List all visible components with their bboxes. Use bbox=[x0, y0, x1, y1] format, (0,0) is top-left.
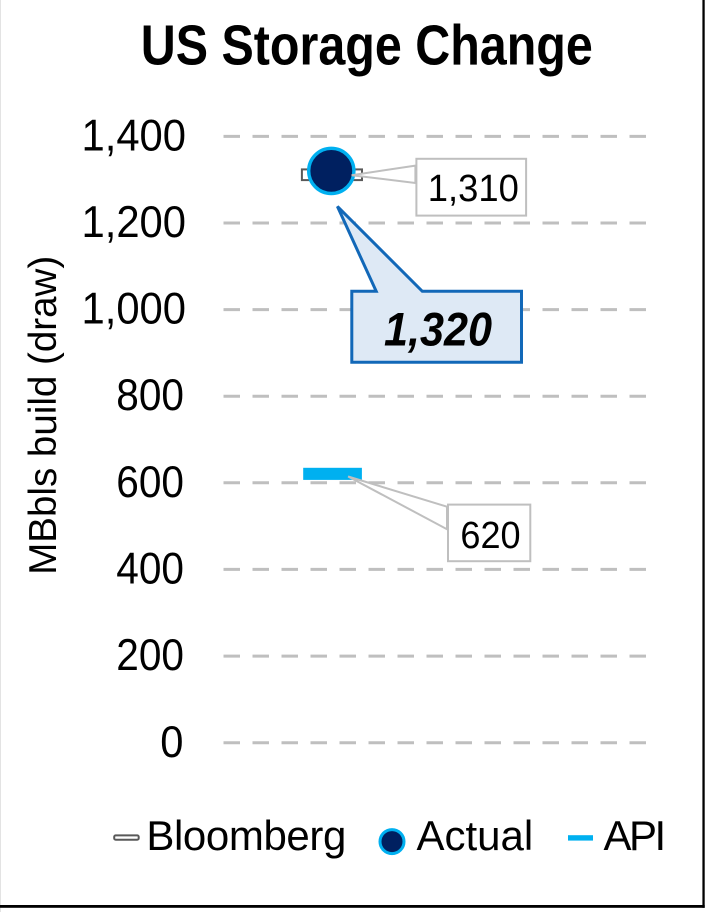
svg-text:1,320: 1,320 bbox=[384, 303, 492, 356]
svg-text:1,000: 1,000 bbox=[82, 285, 187, 334]
svg-text:1,200: 1,200 bbox=[82, 198, 187, 247]
svg-text:API: API bbox=[604, 812, 664, 859]
svg-text:Actual: Actual bbox=[417, 812, 534, 859]
svg-text:1,310: 1,310 bbox=[428, 167, 519, 209]
svg-text:MBbls build (draw): MBbls build (draw) bbox=[22, 256, 65, 575]
svg-text:US Storage Change: US Storage Change bbox=[141, 14, 593, 78]
svg-text:0: 0 bbox=[160, 718, 183, 767]
svg-text:Bloomberg: Bloomberg bbox=[146, 812, 346, 859]
svg-text:1,400: 1,400 bbox=[82, 111, 187, 160]
svg-text:800: 800 bbox=[116, 371, 184, 420]
svg-text:200: 200 bbox=[116, 631, 184, 680]
svg-text:400: 400 bbox=[116, 544, 184, 593]
svg-text:600: 600 bbox=[116, 458, 184, 507]
svg-text:620: 620 bbox=[460, 514, 520, 556]
